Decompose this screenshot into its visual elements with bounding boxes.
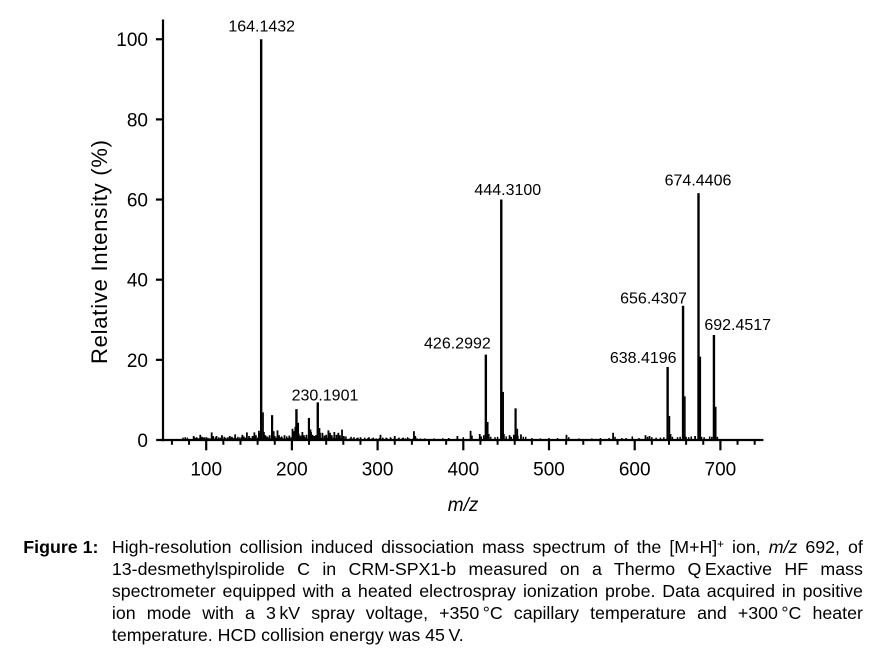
svg-text:400: 400 (447, 460, 479, 481)
svg-text:300: 300 (362, 460, 394, 481)
svg-text:674.4406: 674.4406 (665, 173, 732, 190)
svg-text:80: 80 (127, 110, 148, 131)
svg-text:m/z: m/z (448, 495, 479, 516)
svg-text:500: 500 (533, 460, 565, 481)
svg-text:230.1901: 230.1901 (292, 388, 359, 405)
svg-text:200: 200 (276, 460, 308, 481)
svg-text:700: 700 (705, 460, 737, 481)
svg-text:426.2992: 426.2992 (424, 336, 491, 353)
svg-text:60: 60 (127, 191, 148, 212)
svg-text:Relative Intensity (%): Relative Intensity (%) (87, 140, 112, 364)
svg-text:600: 600 (619, 460, 651, 481)
svg-text:638.4196: 638.4196 (610, 350, 677, 367)
svg-text:656.4307: 656.4307 (620, 290, 687, 307)
svg-text:164.1432: 164.1432 (228, 19, 295, 36)
svg-text:40: 40 (127, 271, 148, 292)
svg-text:444.3100: 444.3100 (474, 182, 541, 199)
svg-text:692.4517: 692.4517 (704, 317, 771, 334)
svg-text:100: 100 (116, 30, 148, 51)
svg-text:20: 20 (127, 351, 148, 372)
svg-text:0: 0 (137, 431, 148, 452)
svg-text:100: 100 (190, 460, 222, 481)
